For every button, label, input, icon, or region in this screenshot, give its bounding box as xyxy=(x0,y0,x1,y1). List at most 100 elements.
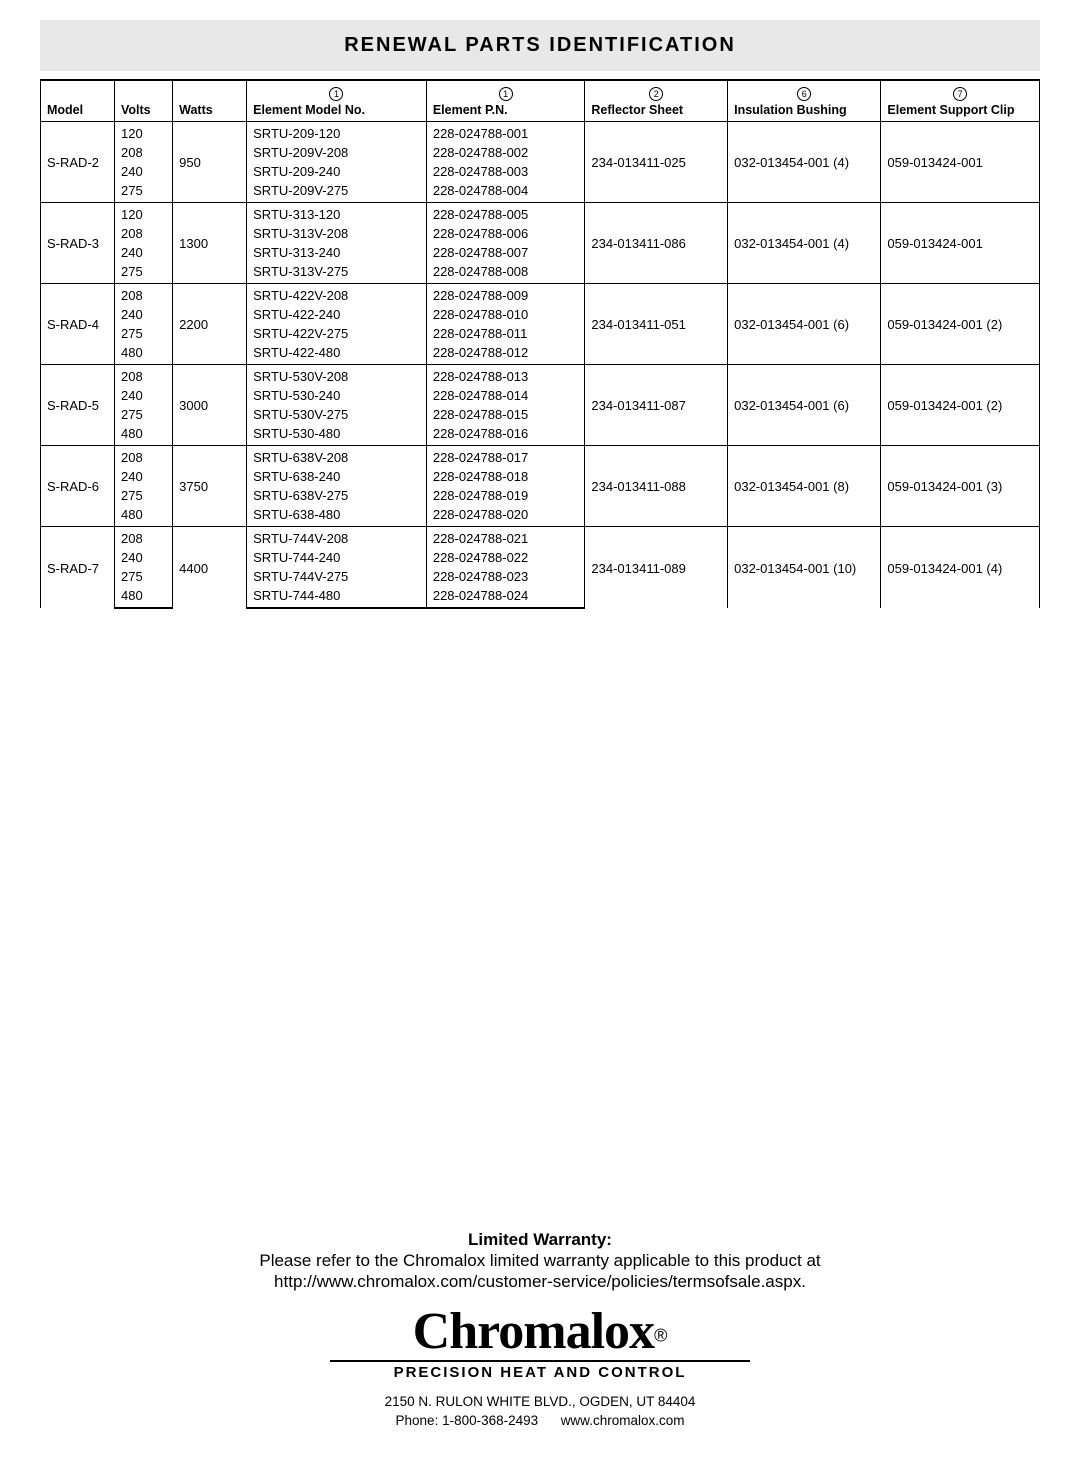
logo-name: Chromalox xyxy=(413,1303,654,1360)
website-url: www.chromalox.com xyxy=(561,1413,685,1428)
volts-cell: 275 xyxy=(115,324,173,343)
volts-cell: 275 xyxy=(115,405,173,424)
reflector-cell: 234-013411-086 xyxy=(585,202,728,283)
element-pn-cell: 228-024788-004 xyxy=(426,181,585,203)
circle-number-icon: 1 xyxy=(499,87,513,101)
col-header-volts: Volts xyxy=(115,101,173,122)
element-pn-cell: 228-024788-005 xyxy=(426,202,585,224)
element-pn-cell: 228-024788-024 xyxy=(426,586,585,608)
col-icon: 1 xyxy=(247,80,427,101)
element-pn-cell: 228-024788-022 xyxy=(426,548,585,567)
element-model-cell: SRTU-638V-275 xyxy=(247,486,427,505)
col-icon-blank xyxy=(173,80,247,101)
volts-cell: 480 xyxy=(115,424,173,446)
element-pn-cell: 228-024788-012 xyxy=(426,343,585,365)
element-pn-cell: 228-024788-013 xyxy=(426,364,585,386)
element-pn-cell: 228-024788-017 xyxy=(426,445,585,467)
volts-cell: 120 xyxy=(115,202,173,224)
address-line: 2150 N. RULON WHITE BLVD., OGDEN, UT 844… xyxy=(40,1393,1040,1411)
element-pn-cell: 228-024788-015 xyxy=(426,405,585,424)
element-model-cell: SRTU-422V-275 xyxy=(247,324,427,343)
volts-cell: 480 xyxy=(115,343,173,365)
element-pn-cell: 228-024788-002 xyxy=(426,143,585,162)
col-icon: 1 xyxy=(426,80,585,101)
element-pn-cell: 228-024788-021 xyxy=(426,526,585,548)
table-row: S-RAD-2120950SRTU-209-120228-024788-0012… xyxy=(41,121,1040,143)
element-pn-cell: 228-024788-011 xyxy=(426,324,585,343)
reflector-cell: 234-013411-025 xyxy=(585,121,728,202)
page-banner: RENEWAL PARTS IDENTIFICATION xyxy=(40,20,1040,71)
col-header-element-pn: Element P.N. xyxy=(426,101,585,122)
model-cell: S-RAD-6 xyxy=(41,445,115,526)
element-model-cell: SRTU-209-120 xyxy=(247,121,427,143)
watts-cell: 4400 xyxy=(173,526,247,608)
volts-cell: 208 xyxy=(115,445,173,467)
col-header-bushing: Insulation Bushing xyxy=(728,101,881,122)
element-model-cell: SRTU-530-480 xyxy=(247,424,427,446)
element-pn-cell: 228-024788-010 xyxy=(426,305,585,324)
element-pn-cell: 228-024788-001 xyxy=(426,121,585,143)
element-model-cell: SRTU-313V-208 xyxy=(247,224,427,243)
element-model-cell: SRTU-744-480 xyxy=(247,586,427,608)
element-model-cell: SRTU-530V-208 xyxy=(247,364,427,386)
volts-cell: 240 xyxy=(115,467,173,486)
volts-cell: 208 xyxy=(115,364,173,386)
model-cell: S-RAD-3 xyxy=(41,202,115,283)
model-cell: S-RAD-2 xyxy=(41,121,115,202)
element-pn-cell: 228-024788-023 xyxy=(426,567,585,586)
parts-table: 1 1 2 6 7 Model Volts Watts Element Mode… xyxy=(40,79,1040,609)
col-icon: 7 xyxy=(881,80,1040,101)
warranty-title: Limited Warranty: xyxy=(40,1229,1040,1250)
element-pn-cell: 228-024788-009 xyxy=(426,283,585,305)
volts-cell: 275 xyxy=(115,262,173,284)
warranty-url: http://www.chromalox.com/customer-servic… xyxy=(40,1271,1040,1292)
element-model-cell: SRTU-422V-208 xyxy=(247,283,427,305)
volts-cell: 275 xyxy=(115,567,173,586)
volts-cell: 240 xyxy=(115,548,173,567)
element-model-cell: SRTU-422-240 xyxy=(247,305,427,324)
element-pn-cell: 228-024788-020 xyxy=(426,505,585,527)
element-model-cell: SRTU-744V-275 xyxy=(247,567,427,586)
element-model-cell: SRTU-209V-208 xyxy=(247,143,427,162)
bushing-cell: 032-013454-001 (8) xyxy=(728,445,881,526)
watts-cell: 950 xyxy=(173,121,247,202)
clip-cell: 059-013424-001 xyxy=(881,202,1040,283)
volts-cell: 208 xyxy=(115,283,173,305)
col-header-element-model: Element Model No. xyxy=(247,101,427,122)
element-pn-cell: 228-024788-007 xyxy=(426,243,585,262)
reflector-cell: 234-013411-089 xyxy=(585,526,728,608)
clip-cell: 059-013424-001 (2) xyxy=(881,283,1040,364)
reflector-cell: 234-013411-087 xyxy=(585,364,728,445)
reflector-cell: 234-013411-051 xyxy=(585,283,728,364)
bushing-cell: 032-013454-001 (4) xyxy=(728,202,881,283)
bushing-cell: 032-013454-001 (6) xyxy=(728,283,881,364)
clip-cell: 059-013424-001 (3) xyxy=(881,445,1040,526)
element-model-cell: SRTU-313V-275 xyxy=(247,262,427,284)
element-model-cell: SRTU-638-240 xyxy=(247,467,427,486)
element-model-cell: SRTU-530-240 xyxy=(247,386,427,405)
element-model-cell: SRTU-638V-208 xyxy=(247,445,427,467)
clip-cell: 059-013424-001 (2) xyxy=(881,364,1040,445)
circle-number-icon: 7 xyxy=(953,87,967,101)
table-row: S-RAD-42082200SRTU-422V-208228-024788-00… xyxy=(41,283,1040,305)
element-model-cell: SRTU-422-480 xyxy=(247,343,427,365)
element-model-cell: SRTU-313-240 xyxy=(247,243,427,262)
page-title: RENEWAL PARTS IDENTIFICATION xyxy=(344,34,736,56)
watts-cell: 3000 xyxy=(173,364,247,445)
element-pn-cell: 228-024788-003 xyxy=(426,162,585,181)
volts-cell: 208 xyxy=(115,526,173,548)
element-pn-cell: 228-024788-016 xyxy=(426,424,585,446)
circle-number-icon: 6 xyxy=(797,87,811,101)
volts-cell: 240 xyxy=(115,162,173,181)
element-pn-cell: 228-024788-019 xyxy=(426,486,585,505)
volts-cell: 480 xyxy=(115,505,173,527)
col-header-clip: Element Support Clip xyxy=(881,101,1040,122)
watts-cell: 3750 xyxy=(173,445,247,526)
volts-cell: 120 xyxy=(115,121,173,143)
reflector-cell: 234-013411-088 xyxy=(585,445,728,526)
element-model-cell: SRTU-530V-275 xyxy=(247,405,427,424)
col-icon-blank xyxy=(41,80,115,101)
element-model-cell: SRTU-209-240 xyxy=(247,162,427,181)
logo-tagline: PRECISION HEAT AND CONTROL xyxy=(40,1364,1040,1381)
bushing-cell: 032-013454-001 (6) xyxy=(728,364,881,445)
